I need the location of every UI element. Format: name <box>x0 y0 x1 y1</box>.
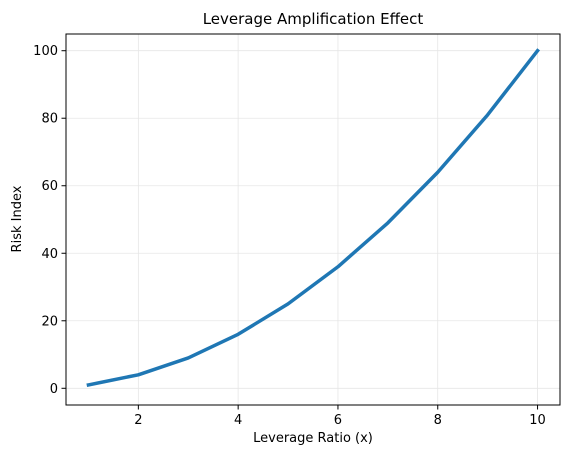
y-tick-label: 100 <box>33 44 58 59</box>
series-layer <box>86 48 541 387</box>
x-tick-label: 6 <box>334 413 342 428</box>
y-tick-label: 20 <box>41 314 58 329</box>
y-tick-label: 0 <box>50 382 58 397</box>
chart-title: Leverage Amplification Effect <box>203 10 424 28</box>
series-line <box>86 48 541 387</box>
y-axis-title: Risk Index <box>10 185 25 252</box>
x-tick-label: 10 <box>529 413 546 428</box>
x-axis-ticks: 2 4 6 8 10 <box>134 405 546 428</box>
grid-lines <box>66 34 560 405</box>
y-tick-label: 60 <box>41 179 58 194</box>
y-tick-label: 40 <box>41 247 58 262</box>
x-axis-title: Leverage Ratio (x) <box>253 431 373 446</box>
x-tick-label: 4 <box>234 413 242 428</box>
plot-frame <box>65 33 561 406</box>
y-tick-label: 80 <box>41 112 58 127</box>
y-axis-ticks: 0 20 40 60 80 100 <box>33 44 66 397</box>
axes-frame <box>65 33 561 406</box>
x-tick-label: 8 <box>434 413 442 428</box>
x-tick-label: 2 <box>134 413 142 428</box>
